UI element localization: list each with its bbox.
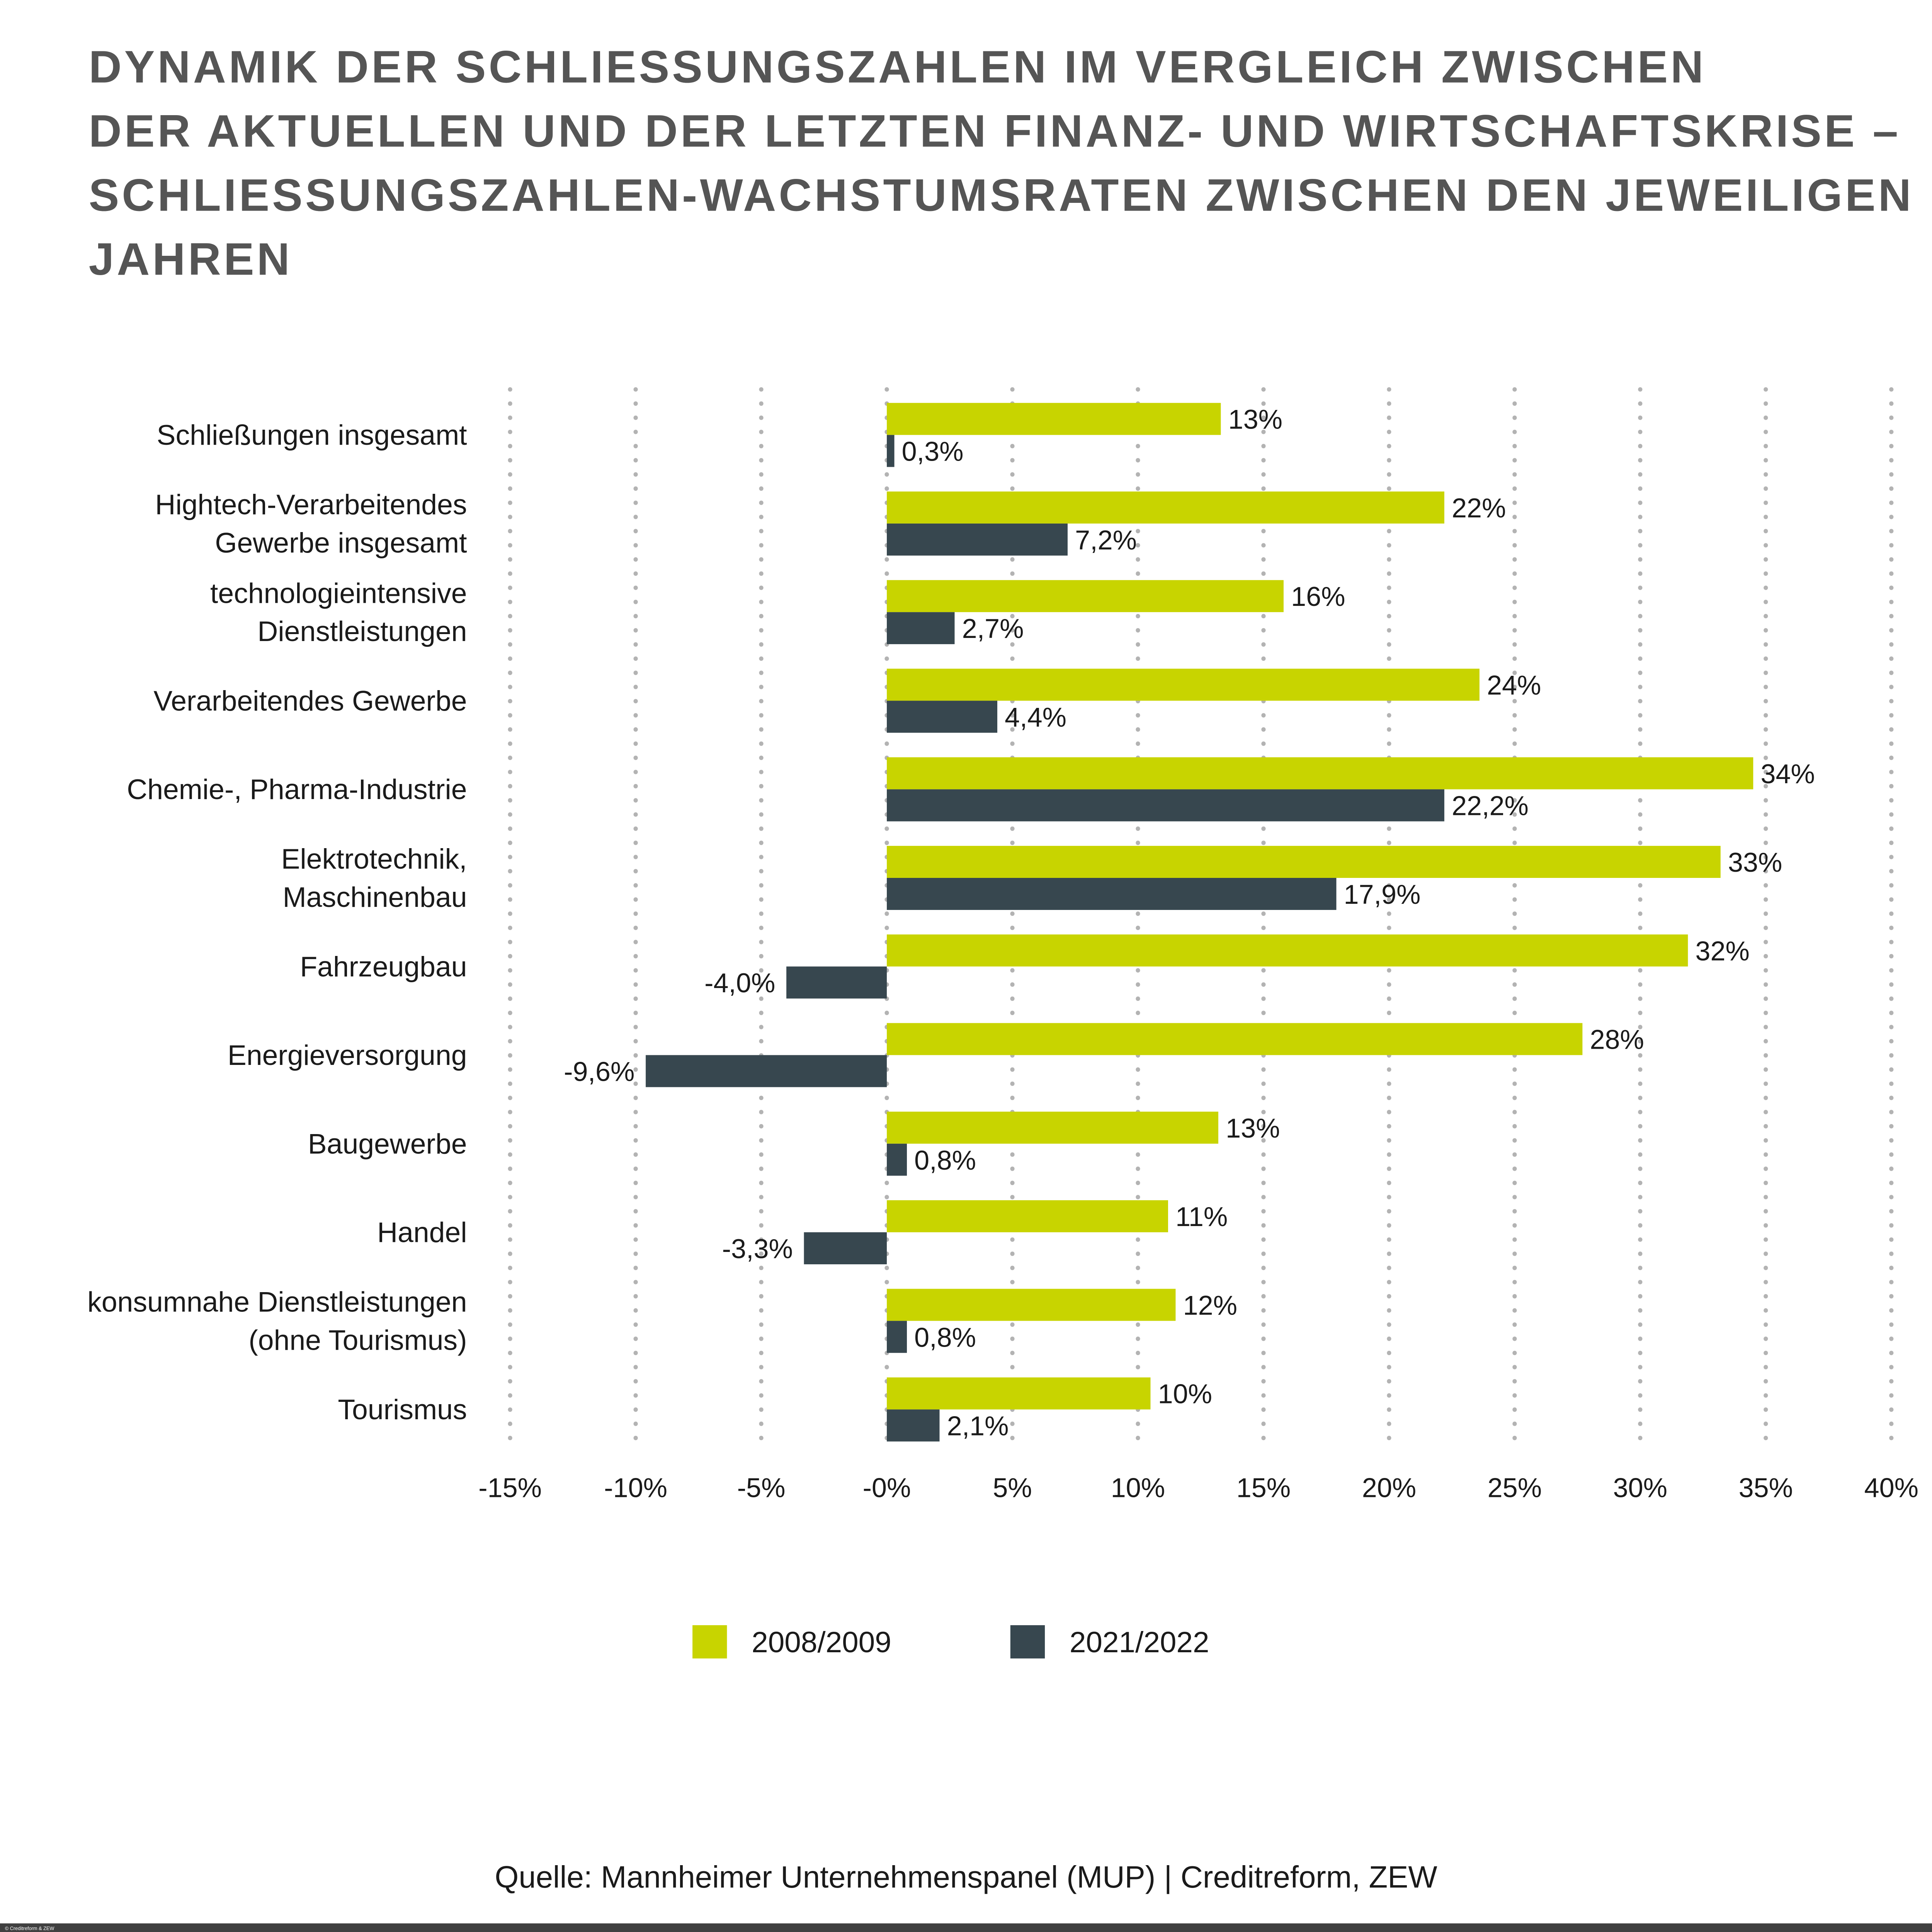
data-label: 2,1% <box>947 1411 1009 1441</box>
category-label: Chemie-, Pharma-Industrie <box>127 774 467 805</box>
bar-2021-2022 <box>786 966 887 999</box>
x-tick-label: 30% <box>1613 1472 1667 1503</box>
title-line: JAHREN <box>89 234 293 285</box>
bars: 13% 0,3% 22% 7,2% 16% 2,7% 24% 4,4% 34% 22,2% 33% 1… <box>564 403 1815 1442</box>
legend-label-2021-2022: 2021/2022 <box>1070 1626 1209 1659</box>
data-label: 12% <box>1183 1290 1237 1320</box>
data-label: 4,4% <box>1005 702 1066 732</box>
category-label: Handel <box>377 1217 467 1248</box>
category-label: Dienstleistungen <box>257 616 467 647</box>
chart-title: DYNAMIK DER SCHLIESSUNGSZAHLEN IM VERGLE… <box>89 42 1914 285</box>
legend: 2008/2009 2021/2022 <box>692 1625 1209 1659</box>
data-label: 22% <box>1452 493 1506 523</box>
x-tick-label: 10% <box>1111 1472 1165 1503</box>
bar-2008-2009 <box>887 934 1688 967</box>
bar-2008-2009 <box>887 668 1480 701</box>
data-label: 28% <box>1590 1024 1644 1055</box>
x-tick-label: -5% <box>737 1472 786 1503</box>
category-label: Schließungen insgesamt <box>157 419 467 451</box>
category-label: konsumnahe Dienstleistungen <box>87 1286 467 1318</box>
title-line: SCHLIESSUNGSZAHLEN-WACHSTUMSRATEN ZWISCH… <box>89 170 1914 221</box>
x-tick-label: 35% <box>1739 1472 1793 1503</box>
copyright: © Creditreform & ZEW <box>5 1925 54 1931</box>
bar-2008-2009 <box>887 1377 1151 1410</box>
data-label: 34% <box>1760 759 1815 789</box>
data-label: 22,2% <box>1452 791 1529 821</box>
data-label: 13% <box>1226 1113 1280 1143</box>
bar-2021-2022 <box>887 878 1337 910</box>
data-label: 16% <box>1291 581 1345 612</box>
data-label: 11% <box>1175 1201 1228 1232</box>
bar-2008-2009 <box>887 846 1721 878</box>
x-tick-label: 40% <box>1864 1472 1918 1503</box>
category-label: Hightech-Verarbeitendes <box>155 489 467 520</box>
gridlines <box>508 387 1894 1444</box>
category-label: Elektrotechnik, <box>281 843 467 875</box>
bar-2021-2022 <box>887 435 895 467</box>
category-label: Verarbeitendes Gewerbe <box>153 685 467 717</box>
data-label: 24% <box>1487 670 1541 701</box>
x-tick-label: 25% <box>1488 1472 1542 1503</box>
data-label: 0,8% <box>914 1322 976 1352</box>
category-labels: Schließungen insgesamt Hightech-Verarbeit… <box>87 419 467 1425</box>
data-label: 13% <box>1228 404 1282 435</box>
category-label: Maschinenbau <box>283 881 467 913</box>
x-tick-label: 20% <box>1362 1472 1416 1503</box>
bar-2021-2022 <box>887 1321 907 1353</box>
x-tick-label: -15% <box>478 1472 542 1503</box>
bar-2021-2022 <box>804 1232 887 1265</box>
bar-2008-2009 <box>887 492 1444 524</box>
category-label: Baugewerbe <box>308 1128 467 1160</box>
data-label: -4,0% <box>704 968 775 998</box>
title-line: DER AKTUELLEN UND DER LETZTEN FINANZ- UN… <box>89 105 1901 156</box>
bar-2008-2009 <box>887 1200 1168 1233</box>
category-label: (ohne Tourismus) <box>248 1324 467 1356</box>
category-label: Fahrzeugbau <box>300 951 467 983</box>
source-note: Quelle: Mannheimer Unternehmenspanel (MU… <box>495 1860 1437 1894</box>
bar-2021-2022 <box>646 1055 887 1087</box>
x-tick-label: 15% <box>1236 1472 1291 1503</box>
data-label: -9,6% <box>564 1056 634 1087</box>
data-label: 17,9% <box>1344 879 1421 910</box>
bar-2008-2009 <box>887 1289 1176 1321</box>
x-axis-ticks: -15% -10% -5% -0% 5% 10% 15% 20% 25% 30% 35% 40% <box>478 1472 1918 1503</box>
x-tick-label: -0% <box>863 1472 911 1503</box>
data-label: 0,3% <box>902 436 964 467</box>
category-label: Energieversorgung <box>228 1039 467 1071</box>
legend-swatch-2021-2022 <box>1010 1625 1045 1659</box>
bar-2008-2009 <box>887 580 1284 612</box>
bar-2008-2009 <box>887 1111 1218 1144</box>
data-label: 0,8% <box>914 1145 976 1175</box>
x-tick-label: 5% <box>993 1472 1032 1503</box>
data-label: 2,7% <box>962 613 1024 644</box>
category-label: Tourismus <box>338 1394 467 1425</box>
data-label: 32% <box>1695 935 1749 966</box>
data-label: 33% <box>1728 847 1782 878</box>
footer-bar <box>0 1923 1932 1932</box>
x-tick-label: -10% <box>604 1472 667 1503</box>
bar-2021-2022 <box>887 523 1068 556</box>
title-line: DYNAMIK DER SCHLIESSUNGSZAHLEN IM VERGLE… <box>89 42 1706 93</box>
legend-label-2008-2009: 2008/2009 <box>752 1626 891 1659</box>
bar-2008-2009 <box>887 1023 1583 1055</box>
category-label: Gewerbe insgesamt <box>215 527 467 559</box>
bar-2021-2022 <box>887 701 998 733</box>
legend-swatch-2008-2009 <box>692 1625 727 1659</box>
data-label: 7,2% <box>1075 525 1137 555</box>
bar-2008-2009 <box>887 757 1753 789</box>
bar-2021-2022 <box>887 612 955 645</box>
category-label: technologieintensive <box>210 577 467 609</box>
bar-2021-2022 <box>887 1409 940 1442</box>
bar-2008-2009 <box>887 403 1221 435</box>
data-label: -3,3% <box>722 1233 793 1264</box>
bar-2021-2022 <box>887 1143 907 1176</box>
data-label: 10% <box>1158 1379 1212 1409</box>
bar-2021-2022 <box>887 789 1444 821</box>
